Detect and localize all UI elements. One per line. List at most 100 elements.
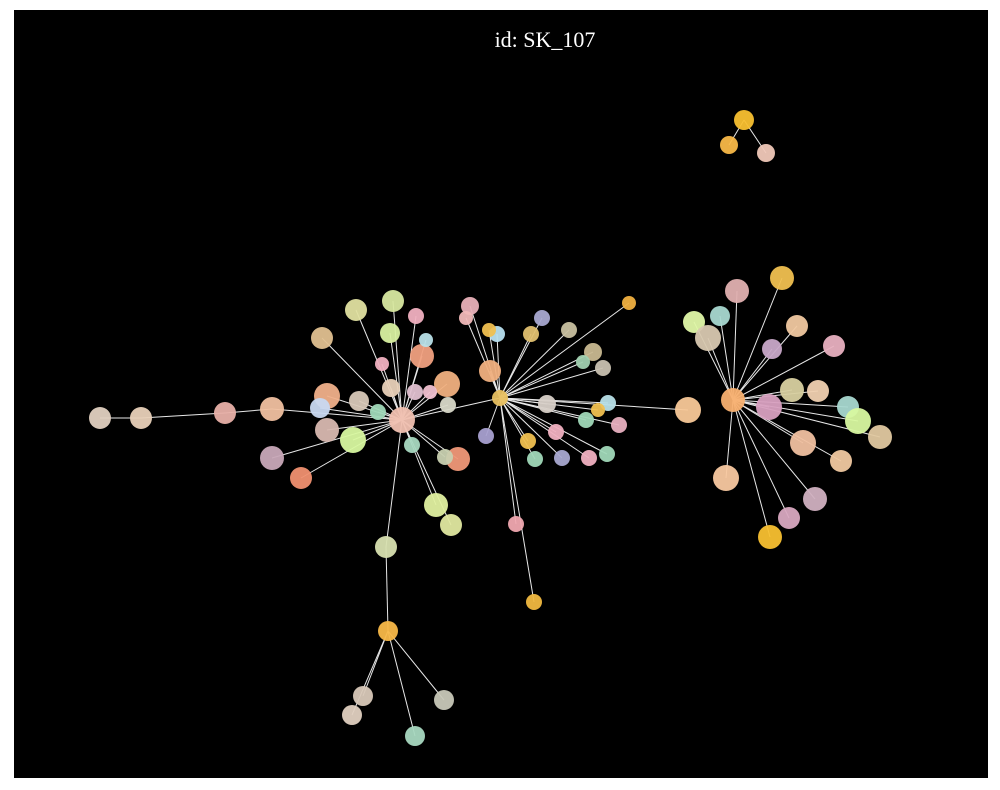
edge [499, 302, 630, 399]
node [762, 339, 782, 359]
edge [732, 345, 835, 401]
node [830, 450, 852, 472]
node [408, 308, 424, 324]
node [595, 360, 611, 376]
node [548, 424, 564, 440]
edge [387, 630, 445, 701]
edge [732, 290, 738, 401]
edge [732, 277, 783, 401]
node [803, 487, 827, 511]
node [720, 136, 738, 154]
edge [732, 399, 816, 500]
node [478, 428, 494, 444]
node [710, 306, 730, 326]
node [807, 380, 829, 402]
node [611, 417, 627, 433]
node [695, 325, 721, 351]
edges [100, 119, 881, 737]
node [260, 446, 284, 470]
node [311, 327, 333, 349]
node [214, 402, 236, 424]
node [310, 398, 330, 418]
edge [725, 399, 734, 479]
edge [387, 630, 416, 737]
node [845, 408, 871, 434]
node [440, 397, 456, 413]
node [410, 344, 434, 368]
node [482, 323, 496, 337]
node [527, 451, 543, 467]
edge [499, 397, 563, 459]
node [315, 418, 339, 442]
graph-title: id: SK_107 [495, 27, 596, 52]
node [440, 514, 462, 536]
edge [271, 419, 403, 459]
node [758, 525, 782, 549]
node [382, 290, 404, 312]
nodes [89, 110, 892, 746]
node [130, 407, 152, 429]
node [581, 450, 597, 466]
edge [319, 407, 403, 421]
node [786, 315, 808, 337]
edge [732, 399, 859, 422]
node [790, 430, 816, 456]
node [461, 297, 479, 315]
node [778, 507, 800, 529]
node [434, 690, 454, 710]
node [345, 299, 367, 321]
edge [732, 399, 771, 538]
edge [465, 317, 501, 399]
edge [401, 315, 417, 421]
edge [732, 399, 849, 408]
edge [499, 397, 535, 603]
edge [719, 315, 734, 401]
node [353, 686, 373, 706]
node [780, 378, 804, 402]
edge [499, 367, 604, 399]
edge [499, 397, 590, 459]
node [492, 390, 508, 406]
node [479, 360, 501, 382]
node [683, 311, 705, 333]
edge [140, 412, 226, 419]
node [349, 391, 369, 411]
node [404, 437, 420, 453]
node [578, 412, 594, 428]
node [534, 310, 550, 326]
node [591, 403, 605, 417]
node [380, 323, 400, 343]
edge [732, 325, 798, 401]
edge [499, 397, 517, 525]
node [424, 493, 448, 517]
node [561, 322, 577, 338]
node [389, 407, 415, 433]
edge [389, 332, 403, 421]
node [757, 144, 775, 162]
edge [732, 399, 804, 444]
node [823, 335, 845, 357]
node [89, 407, 111, 429]
node [554, 450, 570, 466]
node [407, 384, 423, 400]
node [520, 433, 536, 449]
edge [401, 419, 437, 506]
node [868, 425, 892, 449]
node [725, 279, 749, 303]
node [446, 447, 470, 471]
edge [732, 390, 819, 401]
node [419, 333, 433, 347]
edge [392, 300, 403, 421]
node [405, 726, 425, 746]
node [423, 385, 437, 399]
node [622, 296, 636, 310]
node [382, 379, 400, 397]
edge [499, 397, 557, 433]
edge [385, 419, 403, 548]
node [340, 427, 366, 453]
node [290, 467, 312, 489]
edge [499, 361, 584, 399]
node [434, 371, 460, 397]
